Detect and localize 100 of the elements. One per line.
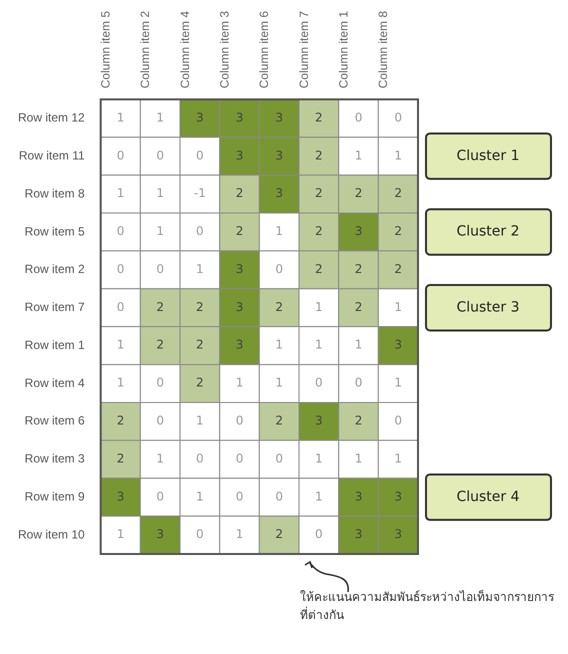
data-label: 1: [354, 451, 362, 466]
data-label: 2: [275, 527, 283, 542]
data-label: 1: [315, 300, 323, 314]
data-label: 2: [354, 262, 362, 276]
data-label: 3: [394, 338, 402, 352]
text: ให้คะแนนความสัมพันธ์ระหว่างไอเท็มจากรายการที่ต่างกัน: [300, 588, 555, 624]
data-label: 0: [196, 451, 204, 466]
y-tick-label: Row item 3: [24, 452, 86, 466]
text: Cluster 2: [456, 224, 520, 240]
data-label: 2: [394, 262, 402, 276]
y-tick-label: Row item 6: [24, 414, 86, 428]
data-label: 0: [156, 262, 164, 276]
data-label: 2: [315, 224, 323, 238]
data-label: 0: [275, 489, 283, 504]
data-label: 0: [275, 262, 283, 276]
data-label: 2: [156, 338, 164, 352]
data-label: 3: [394, 489, 402, 504]
data-label: 3: [236, 338, 244, 352]
data-label: 3: [236, 262, 244, 276]
data-label: 1: [394, 451, 402, 466]
data-label: 1: [156, 451, 164, 466]
y-tick-label: Row item 4: [24, 376, 86, 390]
data-label: 1: [394, 148, 402, 162]
data-label: 0: [116, 224, 124, 238]
data-label: 1: [394, 300, 402, 314]
data-label: 0: [275, 451, 283, 466]
data-label: 1: [315, 489, 323, 504]
data-label: 0: [354, 376, 362, 390]
data-label: 3: [196, 110, 204, 124]
data-label: 1: [315, 338, 323, 352]
data-label: 1: [116, 338, 124, 352]
data-label: 0: [116, 148, 124, 162]
data-label: 3: [354, 224, 362, 238]
x-tick-label: Column item 3: [217, 10, 232, 88]
data-label: 1: [156, 110, 164, 124]
data-label: 2: [315, 262, 323, 276]
data-label: 2: [315, 186, 323, 200]
data-label: 1: [275, 224, 283, 238]
data-label: 3: [315, 414, 323, 428]
data-label: 3: [275, 110, 283, 124]
x-tick-label: Column item 1: [336, 10, 350, 88]
data-label: 3: [275, 186, 283, 200]
data-label: 0: [394, 110, 402, 124]
data-label: 1: [156, 186, 164, 200]
data-label: 2: [394, 224, 402, 238]
data-label: 2: [116, 414, 124, 428]
y-tick-label: Row item 9: [24, 489, 86, 504]
data-label: 0: [116, 300, 124, 314]
data-label: 1: [116, 110, 124, 124]
data-label: 2: [196, 376, 204, 390]
data-label: 2: [156, 300, 164, 314]
data-label: 3: [156, 527, 164, 542]
data-label: 2: [196, 338, 204, 352]
x-tick-label: Column item 5: [98, 10, 112, 88]
data-label: 0: [315, 376, 323, 390]
data-label: 1: [116, 527, 124, 542]
data-label: 3: [116, 489, 124, 504]
data-label: 1: [236, 376, 244, 390]
data-label: 0: [196, 527, 204, 542]
data-label: 3: [354, 527, 362, 542]
data-label: 2: [196, 300, 204, 314]
data-label: 0: [156, 376, 164, 390]
data-label: 0: [394, 414, 402, 428]
text: Cluster 1: [456, 148, 520, 164]
data-label: 2: [394, 186, 402, 200]
data-label: 0: [196, 148, 204, 162]
y-tick-label: Row item 7: [24, 300, 86, 314]
y-tick-label: Row item 10: [18, 527, 86, 542]
data-label: 1: [315, 451, 323, 466]
data-label: -1: [194, 186, 206, 200]
data-label: 0: [236, 414, 244, 428]
data-label: 1: [156, 224, 164, 238]
x-tick-label: Column item 4: [178, 10, 192, 88]
data-label: 2: [315, 110, 323, 124]
data-label: 2: [275, 414, 283, 428]
data-label: 1: [116, 186, 124, 200]
data-label: 3: [236, 148, 244, 162]
text: Cluster 4: [456, 488, 520, 505]
y-tick-label: Row item 1: [24, 338, 86, 352]
data-label: 0: [354, 110, 362, 124]
x-tick-label: Column item 7: [296, 10, 311, 88]
y-tick-label: Row item 11: [18, 148, 86, 163]
x-tick-label: Column item 6: [257, 10, 272, 88]
text: Cluster 3: [456, 299, 520, 316]
data-label: 2: [116, 451, 124, 466]
data-label: 0: [156, 489, 164, 504]
y-tick-label: Row item 2: [24, 262, 86, 276]
y-tick-label: Row item 12: [18, 110, 86, 125]
data-label: 2: [354, 300, 362, 314]
data-label: 2: [354, 186, 362, 200]
data-label: 2: [236, 224, 244, 238]
data-label: 1: [236, 527, 244, 542]
data-label: 1: [196, 489, 204, 504]
data-label: 3: [394, 527, 402, 542]
data-label: 1: [196, 414, 204, 428]
data-label: 0: [116, 262, 124, 276]
data-label: 1: [354, 338, 362, 352]
data-label: 1: [354, 148, 362, 162]
data-label: 0: [315, 527, 323, 542]
y-tick-label: Row item 5: [24, 224, 86, 238]
